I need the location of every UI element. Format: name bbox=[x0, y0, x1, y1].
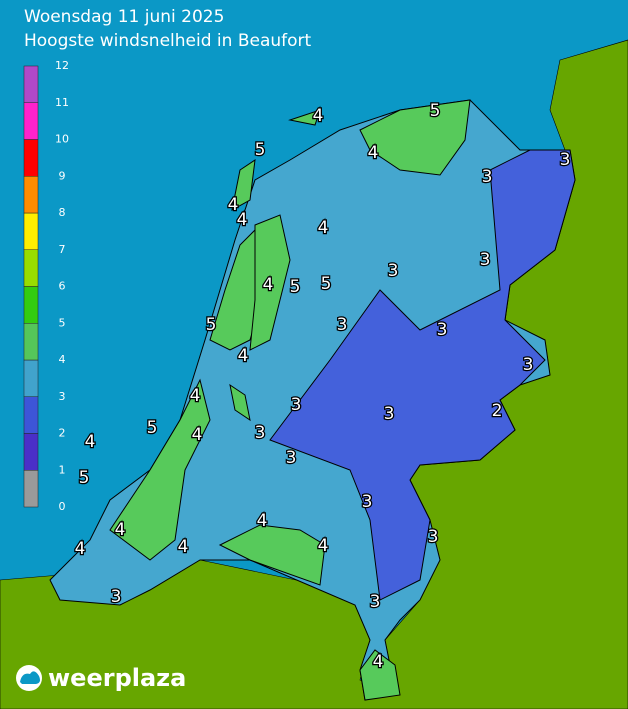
beaufort-label: 3 bbox=[337, 315, 348, 335]
beaufort-label: 4 bbox=[85, 432, 96, 452]
beaufort-label: 4 bbox=[313, 106, 324, 126]
beaufort-label: 4 bbox=[192, 425, 203, 445]
region-4-5 bbox=[359, 99, 471, 176]
logo-text: weerplaza bbox=[48, 664, 186, 692]
beaufort-label: 4 bbox=[263, 275, 274, 295]
region-2-3 bbox=[269, 149, 576, 601]
region-4-5 bbox=[109, 378, 211, 561]
legend-label: 11 bbox=[55, 96, 69, 109]
beaufort-label: 4 bbox=[373, 652, 384, 672]
legend-swatch bbox=[23, 176, 39, 214]
legend-label: 1 bbox=[59, 463, 66, 476]
islands bbox=[229, 109, 321, 422]
legend-label: 2 bbox=[59, 427, 66, 440]
legend-label: 6 bbox=[59, 280, 66, 293]
beaufort-label: 5 bbox=[147, 418, 158, 438]
beaufort-label: 4 bbox=[257, 511, 268, 531]
beaufort-label: 5 bbox=[206, 315, 217, 335]
legend-swatch bbox=[23, 249, 39, 287]
beaufort-label: 3 bbox=[111, 587, 122, 607]
beaufort-label: 5 bbox=[321, 274, 332, 294]
beaufort-label: 4 bbox=[115, 520, 126, 540]
beaufort-label: 3 bbox=[437, 320, 448, 340]
beaufort-label: 4 bbox=[75, 539, 86, 559]
legend-label: 5 bbox=[59, 316, 66, 329]
logo-cloud bbox=[20, 671, 40, 684]
beaufort-label: 3 bbox=[482, 167, 493, 187]
beaufort-label: 3 bbox=[255, 423, 266, 443]
legend-swatch bbox=[23, 359, 39, 397]
legend-label: 10 bbox=[55, 133, 69, 146]
beaufort-label: 5 bbox=[430, 101, 441, 121]
legend-swatch bbox=[23, 323, 39, 361]
legend-label: 4 bbox=[59, 353, 66, 366]
beaufort-label: 3 bbox=[480, 250, 491, 270]
beaufort-label: 4 bbox=[178, 537, 189, 557]
beaufort-label: 5 bbox=[79, 468, 90, 488]
beaufort-label: 4 bbox=[237, 210, 248, 230]
beaufort-label: 4 bbox=[368, 143, 379, 163]
legend-swatch bbox=[23, 433, 39, 471]
legend-label: 0 bbox=[59, 500, 66, 513]
legend-label: 3 bbox=[59, 390, 66, 403]
beaufort-label: 4 bbox=[318, 536, 329, 556]
region-4-5 bbox=[249, 214, 291, 351]
beaufort-label: 3 bbox=[291, 395, 302, 415]
legend-swatch bbox=[23, 65, 39, 103]
beaufort-label: 4 bbox=[228, 195, 239, 215]
region-4-5 bbox=[218, 524, 326, 586]
title: Woensdag 11 juni 2025 bbox=[24, 7, 224, 27]
beaufort-label: 3 bbox=[362, 492, 373, 512]
legend-swatch bbox=[23, 102, 39, 140]
legend-swatch bbox=[23, 470, 39, 508]
beaufort-label: 4 bbox=[238, 346, 249, 366]
beaufort-label: 5 bbox=[255, 140, 266, 160]
legend-swatch bbox=[23, 139, 39, 177]
legend-label: 8 bbox=[59, 206, 66, 219]
beaufort-label: 3 bbox=[286, 448, 297, 468]
beaufort-label: 3 bbox=[388, 261, 399, 281]
legend-swatch bbox=[23, 212, 39, 250]
subtitle: Hoogste windsnelheid in Beaufort bbox=[24, 31, 312, 51]
beaufort-label: 4 bbox=[190, 386, 201, 406]
logo: weerplaza bbox=[16, 664, 186, 692]
legend-label: 12 bbox=[55, 59, 69, 72]
beaufort-label: 3 bbox=[370, 592, 381, 612]
beaufort-label: 5 bbox=[290, 277, 301, 297]
legend-swatch bbox=[23, 286, 39, 324]
legend-label: 7 bbox=[59, 243, 66, 256]
beaufort-label: 3 bbox=[428, 527, 439, 547]
beaufort-label: 3 bbox=[384, 404, 395, 424]
beaufort-label: 4 bbox=[318, 218, 329, 238]
beaufort-label: 3 bbox=[560, 150, 571, 170]
legend-label: 9 bbox=[59, 169, 66, 182]
legend-swatch bbox=[23, 396, 39, 434]
beaufort-label: 3 bbox=[523, 355, 534, 375]
region-4-5 bbox=[359, 649, 401, 701]
beaufort-label: 2 bbox=[492, 401, 503, 421]
